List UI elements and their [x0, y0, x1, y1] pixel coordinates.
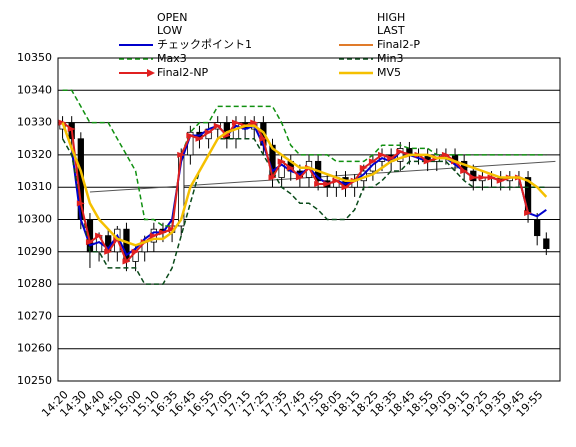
arrow-marker	[478, 174, 487, 181]
arrow-marker	[469, 174, 478, 181]
candle-body	[534, 219, 541, 237]
arrow-marker	[122, 258, 131, 265]
legend-label: LAST	[377, 24, 405, 37]
arrow-marker	[423, 158, 432, 165]
arrow-marker	[359, 164, 368, 171]
arrow-marker	[76, 200, 85, 207]
y-tick-label: 10260	[17, 342, 52, 355]
arrow-marker	[441, 151, 450, 158]
y-tick-label: 10320	[17, 148, 52, 161]
y-tick-label: 10340	[17, 83, 52, 96]
arrow-marker	[487, 174, 496, 181]
arrow-marker	[332, 177, 341, 184]
arrow-marker	[460, 168, 469, 175]
arrow-marker	[95, 232, 104, 239]
arrow-marker	[368, 158, 377, 165]
arrow-marker	[314, 180, 323, 187]
y-tick-label: 10350	[17, 51, 52, 64]
arrow-marker	[85, 239, 94, 246]
arrow-marker	[250, 119, 259, 126]
legend-label: MV5	[377, 66, 401, 79]
y-tick-label: 10250	[17, 374, 52, 387]
arrow-marker	[204, 129, 213, 136]
arrow-marker	[131, 248, 140, 255]
arrow-marker	[323, 180, 332, 187]
arrow-marker	[177, 151, 186, 158]
legend-label: Min3	[377, 52, 404, 65]
arrow-marker	[158, 229, 167, 236]
arrow-marker	[259, 135, 268, 142]
arrow-marker	[524, 210, 533, 217]
arrow-marker	[286, 164, 295, 171]
arrow-marker	[396, 148, 405, 155]
series-line	[61, 138, 547, 285]
arrow-marker	[67, 126, 76, 133]
series-line	[61, 122, 548, 247]
arrow-marker	[186, 132, 195, 139]
legend-label: Final2-P	[377, 38, 420, 51]
arrow-marker	[104, 248, 113, 255]
legend-label: Final2-NP	[157, 66, 209, 79]
y-tick-label: 10270	[17, 309, 52, 322]
arrow-marker	[168, 226, 177, 233]
arrow-marker	[58, 119, 67, 126]
arrow-marker	[295, 174, 304, 181]
y-tick-label: 10280	[17, 277, 52, 290]
arrow-marker	[213, 122, 222, 129]
y-tick-label: 10290	[17, 245, 52, 258]
y-tick-label: 10310	[17, 180, 52, 193]
y-tick-label: 10300	[17, 213, 52, 226]
series-line	[62, 89, 547, 227]
arrow-marker	[268, 174, 277, 181]
legend-label: OPEN	[157, 11, 187, 24]
y-tick-label: 10330	[17, 116, 52, 129]
arrow-marker	[149, 232, 158, 239]
candle-body	[543, 238, 550, 249]
arrow-marker	[277, 158, 286, 165]
legend-label: Max3	[157, 52, 187, 65]
series-line	[62, 121, 530, 264]
arrow-marker	[496, 177, 505, 184]
trend-line	[89, 160, 556, 193]
legend-label: チェックポイント1	[157, 38, 252, 51]
arrow-marker	[341, 184, 350, 191]
legend-label: HIGH	[377, 11, 405, 24]
arrow-marker	[387, 155, 396, 162]
arrow-marker	[378, 151, 387, 158]
legend-swatch	[147, 69, 155, 77]
arrow-marker	[231, 119, 240, 126]
legend-label: LOW	[157, 24, 182, 37]
arrow-marker	[195, 135, 204, 142]
